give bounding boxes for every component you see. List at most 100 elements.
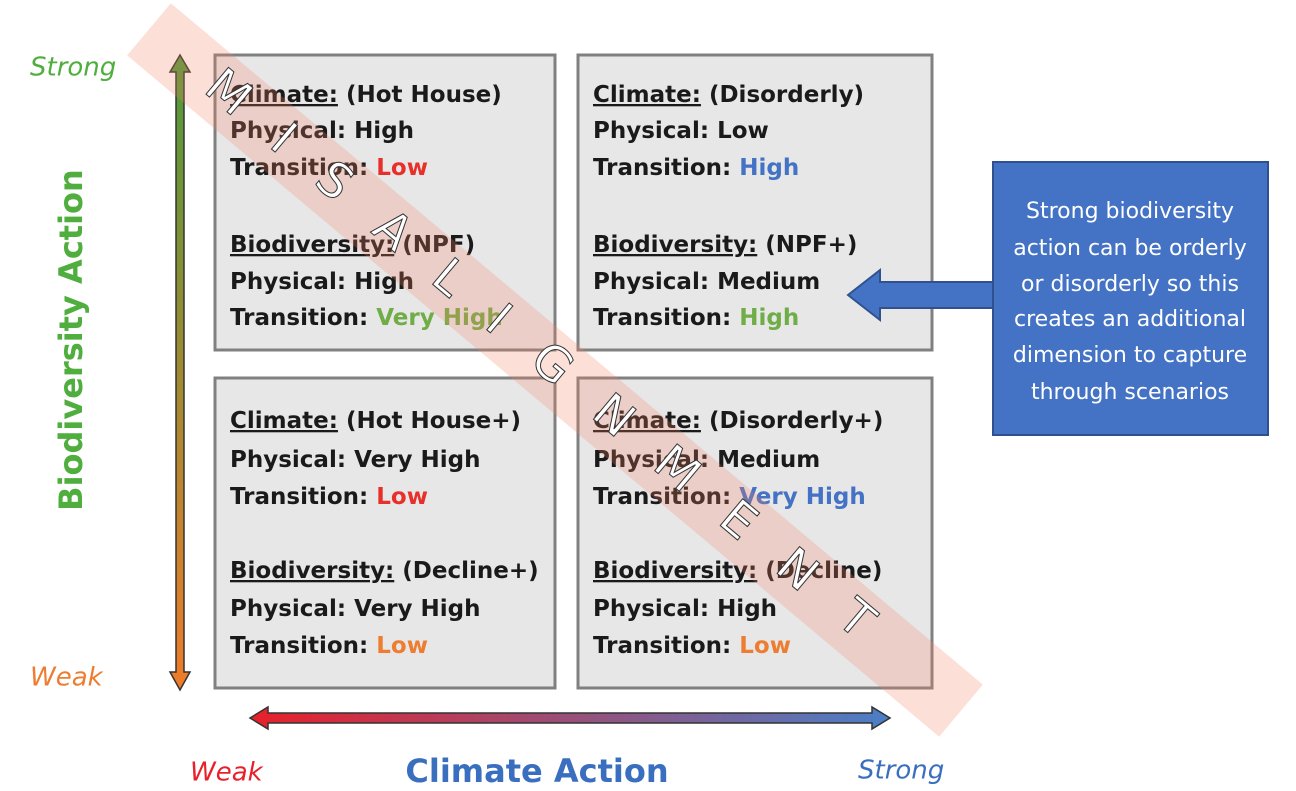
gap — [731, 484, 739, 510]
block-heading: Biodiversity: (NPF) — [230, 232, 475, 258]
gap — [346, 447, 354, 473]
heading-space — [394, 232, 402, 258]
heading-scenario: (NPF) — [402, 232, 475, 258]
quadrants: Climate: (Hot House)Physical: HighTransi… — [213, 53, 934, 690]
callout-line: dimension to capture — [1013, 343, 1247, 368]
transition-label: Transition: — [230, 484, 368, 510]
gap — [731, 633, 739, 659]
block-heading: Climate: (Hot House) — [230, 82, 502, 108]
block-heading: Biodiversity: (Decline+) — [230, 558, 539, 584]
physical-label: Physical: — [593, 269, 709, 295]
physical-label: Physical: — [230, 269, 346, 295]
physical-value: High — [717, 596, 777, 622]
quadrant-box — [213, 53, 557, 352]
callout-line: or disorderly so this — [1021, 272, 1239, 297]
transition-line: Transition: Very High — [593, 484, 866, 510]
transition-value: Low — [376, 484, 428, 510]
heading-scenario: (Disorderly) — [709, 82, 864, 108]
physical-line: Physical: High — [230, 118, 414, 144]
transition-line: Transition: Low — [230, 633, 428, 659]
heading-scenario: (NPF+) — [765, 232, 857, 258]
physical-line: Physical: High — [230, 269, 414, 295]
gap — [709, 447, 717, 473]
transition-label: Transition: — [230, 155, 368, 181]
y-low-label: Weak — [30, 663, 104, 693]
x-title: Climate Action — [405, 752, 668, 790]
heading-scenario: (Hot House+) — [346, 408, 521, 434]
transition-label: Transition: — [593, 484, 731, 510]
heading-label: Climate: — [593, 408, 701, 434]
transition-line: Transition: Low — [593, 633, 791, 659]
physical-value: Low — [717, 118, 769, 144]
block-heading: Climate: (Disorderly) — [593, 82, 864, 108]
block-heading: Biodiversity: (Decline) — [593, 558, 882, 584]
x-high-label: Strong — [858, 756, 944, 786]
heading-space — [701, 408, 709, 434]
quadrant-box — [213, 376, 557, 690]
heading-space — [701, 82, 709, 108]
heading-space — [757, 558, 765, 584]
physical-value: High — [354, 269, 414, 295]
physical-label: Physical: — [593, 118, 709, 144]
physical-value: High — [354, 118, 414, 144]
transition-value: Low — [376, 633, 428, 659]
arrow — [248, 705, 892, 731]
block-heading: Climate: (Hot House+) — [230, 408, 521, 434]
gap — [731, 155, 739, 181]
transition-value: High — [739, 305, 799, 331]
physical-value: Very High — [354, 447, 480, 473]
transition-label: Transition: — [230, 305, 368, 331]
gap — [731, 305, 739, 331]
transition-label: Transition: — [230, 633, 368, 659]
heading-label: Biodiversity: — [593, 232, 757, 258]
physical-value: Medium — [717, 269, 820, 295]
physical-value: Very High — [354, 596, 480, 622]
physical-line: Physical: Medium — [593, 447, 820, 473]
physical-line: Physical: Very High — [230, 596, 481, 622]
heading-scenario: (Hot House) — [346, 82, 502, 108]
transition-value: Very High — [376, 305, 502, 331]
physical-label: Physical: — [230, 596, 346, 622]
gap — [368, 633, 376, 659]
x-arrow — [248, 705, 892, 731]
heading-scenario: (Disorderly+) — [709, 408, 883, 434]
physical-line: Physical: Low — [593, 118, 769, 144]
quadrant-box — [576, 376, 934, 690]
callout-line: action can be orderly — [1013, 236, 1247, 261]
transition-value: Low — [376, 155, 428, 181]
physical-line: Physical: Very High — [230, 447, 481, 473]
transition-line: Transition: Very High — [230, 305, 503, 331]
heading-label: Biodiversity: — [230, 232, 394, 258]
heading-scenario: (Decline+) — [402, 558, 538, 584]
gap — [346, 269, 354, 295]
transition-label: Transition: — [593, 305, 731, 331]
x-low-label: Weak — [190, 758, 264, 788]
callout-line: Strong biodiversity — [1026, 199, 1234, 224]
heading-space — [394, 558, 402, 584]
block-heading: Climate: (Disorderly+) — [593, 408, 883, 434]
y-arrow — [168, 53, 192, 692]
y-high-label: Strong — [30, 53, 116, 83]
transition-value: Very High — [739, 484, 865, 510]
heading-space — [338, 408, 346, 434]
gap — [346, 596, 354, 622]
transition-line: Transition: High — [593, 155, 799, 181]
physical-value: Medium — [717, 447, 820, 473]
transition-value: High — [739, 155, 799, 181]
heading-label: Climate: — [230, 408, 338, 434]
callout-arrow — [846, 267, 994, 323]
heading-scenario: (Decline) — [765, 558, 882, 584]
physical-line: Physical: High — [593, 596, 777, 622]
physical-label: Physical: — [230, 447, 346, 473]
heading-label: Climate: — [230, 82, 338, 108]
transition-label: Transition: — [593, 633, 731, 659]
physical-label: Physical: — [593, 447, 709, 473]
heading-label: Climate: — [593, 82, 701, 108]
physical-label: Physical: — [230, 118, 346, 144]
y-title: Biodiversity Action — [52, 169, 90, 511]
transition-value: Low — [739, 633, 791, 659]
gap — [368, 155, 376, 181]
heading-label: Biodiversity: — [593, 558, 757, 584]
physical-line: Physical: Medium — [593, 269, 820, 295]
